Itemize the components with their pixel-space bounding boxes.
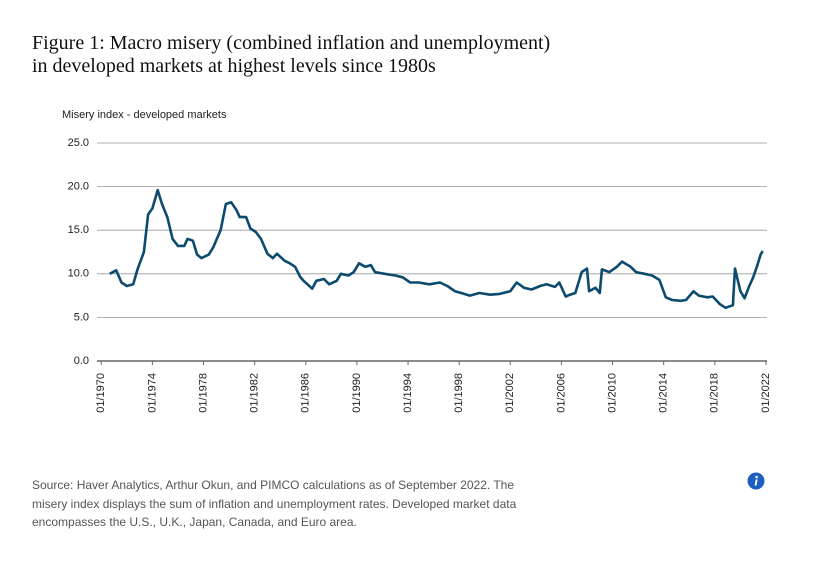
x-tick-label: 01/2002 bbox=[504, 373, 516, 413]
x-tick-label: 01/1982 bbox=[249, 373, 261, 413]
y-tick-label: 25.0 bbox=[68, 137, 89, 149]
y-tick-label: 5.0 bbox=[74, 311, 89, 323]
chart-title: Figure 1: Macro misery (combined inflati… bbox=[32, 32, 551, 77]
x-tick-label: 01/1978 bbox=[197, 373, 209, 413]
y-tick-label: 0.0 bbox=[74, 355, 89, 367]
data-line bbox=[109, 188, 764, 310]
y-tick-label: 20.0 bbox=[68, 181, 89, 193]
x-tick-label: 01/1998 bbox=[453, 373, 465, 413]
x-tick-label: 01/1994 bbox=[402, 373, 414, 413]
x-tick-label: 01/2006 bbox=[555, 373, 567, 413]
chart: Misery index - developed markets 0.0 5.0 1… bbox=[62, 109, 772, 413]
y-tick-label: 15.0 bbox=[68, 224, 89, 236]
x-tick-label: 01/2018 bbox=[709, 373, 721, 413]
y-axis-label: Misery index - developed markets bbox=[62, 109, 227, 121]
x-tick-label: 01/1990 bbox=[351, 373, 363, 413]
x-tick-label: 01/2010 bbox=[606, 373, 618, 413]
y-tick-label: 10.0 bbox=[68, 268, 89, 280]
source-note: Source: Haver Analytics, Arthur Okun, an… bbox=[32, 478, 517, 529]
x-tick-label: 01/1974 bbox=[146, 373, 158, 413]
x-tick-label: 01/1970 bbox=[95, 373, 107, 413]
x-tick-label: 01/1986 bbox=[300, 373, 312, 413]
x-tick-label: 01/2014 bbox=[658, 373, 670, 413]
x-tick-label: 01/2022 bbox=[760, 373, 772, 413]
info-icon[interactable] bbox=[747, 472, 765, 490]
